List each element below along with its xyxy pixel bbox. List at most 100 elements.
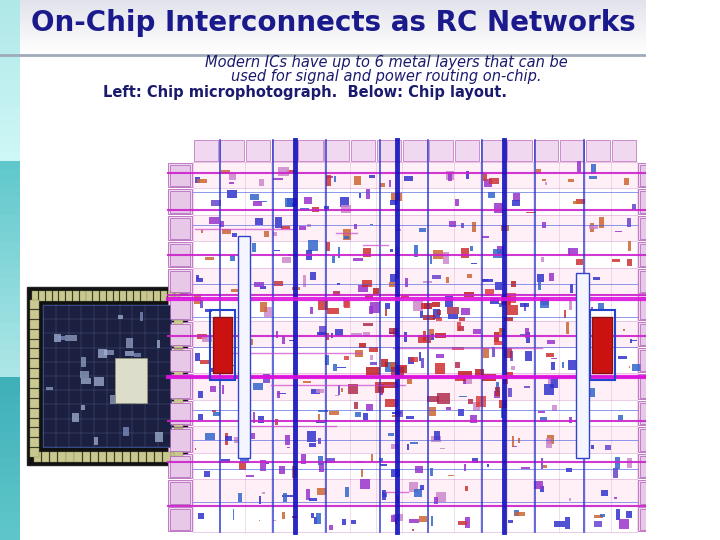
Bar: [595, 333, 600, 341]
Bar: [246, 475, 254, 477]
Bar: [440, 448, 444, 449]
Bar: [392, 193, 402, 200]
Bar: [210, 310, 235, 380]
Bar: [405, 279, 408, 287]
Bar: [420, 228, 426, 232]
Bar: [559, 140, 584, 161]
Bar: [640, 350, 660, 372]
Bar: [356, 350, 363, 357]
Bar: [107, 291, 112, 301]
Bar: [168, 480, 192, 504]
Bar: [0, 36, 646, 38]
Bar: [126, 370, 132, 379]
Bar: [170, 191, 190, 213]
Bar: [632, 204, 636, 210]
Bar: [591, 164, 595, 174]
Bar: [547, 340, 554, 345]
Bar: [259, 520, 261, 521]
Bar: [27, 287, 186, 465]
Bar: [492, 347, 495, 357]
Bar: [104, 350, 114, 355]
Bar: [379, 183, 385, 187]
Bar: [594, 330, 598, 336]
Bar: [443, 253, 449, 264]
Bar: [630, 339, 632, 343]
Bar: [0, 35, 19, 45]
Bar: [174, 409, 183, 417]
Bar: [482, 374, 496, 381]
Bar: [638, 190, 662, 214]
Bar: [354, 258, 363, 261]
Bar: [58, 452, 66, 462]
Bar: [541, 222, 546, 228]
Bar: [19, 55, 646, 540]
Bar: [370, 302, 379, 313]
Bar: [0, 23, 646, 26]
Bar: [326, 242, 330, 251]
Bar: [193, 241, 637, 268]
Bar: [303, 275, 306, 287]
Bar: [86, 291, 92, 301]
Bar: [220, 140, 244, 161]
Bar: [501, 296, 510, 305]
Bar: [316, 389, 324, 393]
Bar: [211, 368, 218, 372]
Bar: [363, 332, 370, 336]
Bar: [482, 279, 492, 282]
Bar: [569, 301, 572, 310]
Bar: [567, 322, 569, 334]
Bar: [506, 305, 518, 315]
Bar: [0, 521, 19, 531]
Bar: [430, 255, 433, 264]
Bar: [390, 332, 395, 334]
Bar: [66, 291, 72, 301]
Bar: [0, 16, 646, 18]
Bar: [30, 300, 39, 309]
Bar: [370, 224, 374, 225]
Bar: [198, 392, 204, 399]
Bar: [123, 427, 129, 436]
Bar: [390, 249, 393, 252]
Bar: [0, 206, 19, 216]
Bar: [30, 448, 39, 457]
Bar: [330, 411, 339, 415]
Bar: [455, 362, 460, 368]
Bar: [469, 399, 474, 404]
Bar: [308, 240, 318, 251]
Bar: [395, 247, 400, 256]
Bar: [369, 306, 373, 314]
Bar: [472, 458, 478, 463]
Bar: [168, 216, 192, 240]
Bar: [0, 43, 646, 46]
Bar: [279, 167, 289, 176]
Bar: [325, 355, 328, 365]
Bar: [573, 201, 580, 205]
Bar: [266, 462, 269, 464]
Bar: [284, 435, 290, 446]
Bar: [0, 458, 19, 468]
Bar: [494, 332, 499, 342]
Bar: [274, 281, 282, 286]
Bar: [550, 379, 558, 388]
Bar: [174, 349, 183, 358]
Bar: [230, 173, 236, 180]
Bar: [462, 223, 464, 228]
Bar: [433, 250, 443, 259]
Bar: [276, 392, 279, 399]
Bar: [638, 507, 662, 531]
Bar: [640, 482, 660, 504]
Bar: [168, 269, 192, 293]
Bar: [495, 341, 503, 345]
Bar: [436, 317, 442, 321]
Bar: [0, 30, 646, 33]
Bar: [174, 389, 183, 398]
Bar: [591, 307, 593, 309]
Bar: [640, 376, 660, 398]
Bar: [154, 291, 160, 301]
Bar: [618, 415, 624, 420]
Bar: [45, 387, 53, 389]
Bar: [0, 323, 19, 333]
Bar: [202, 336, 212, 342]
Bar: [508, 140, 532, 161]
Bar: [423, 303, 432, 309]
